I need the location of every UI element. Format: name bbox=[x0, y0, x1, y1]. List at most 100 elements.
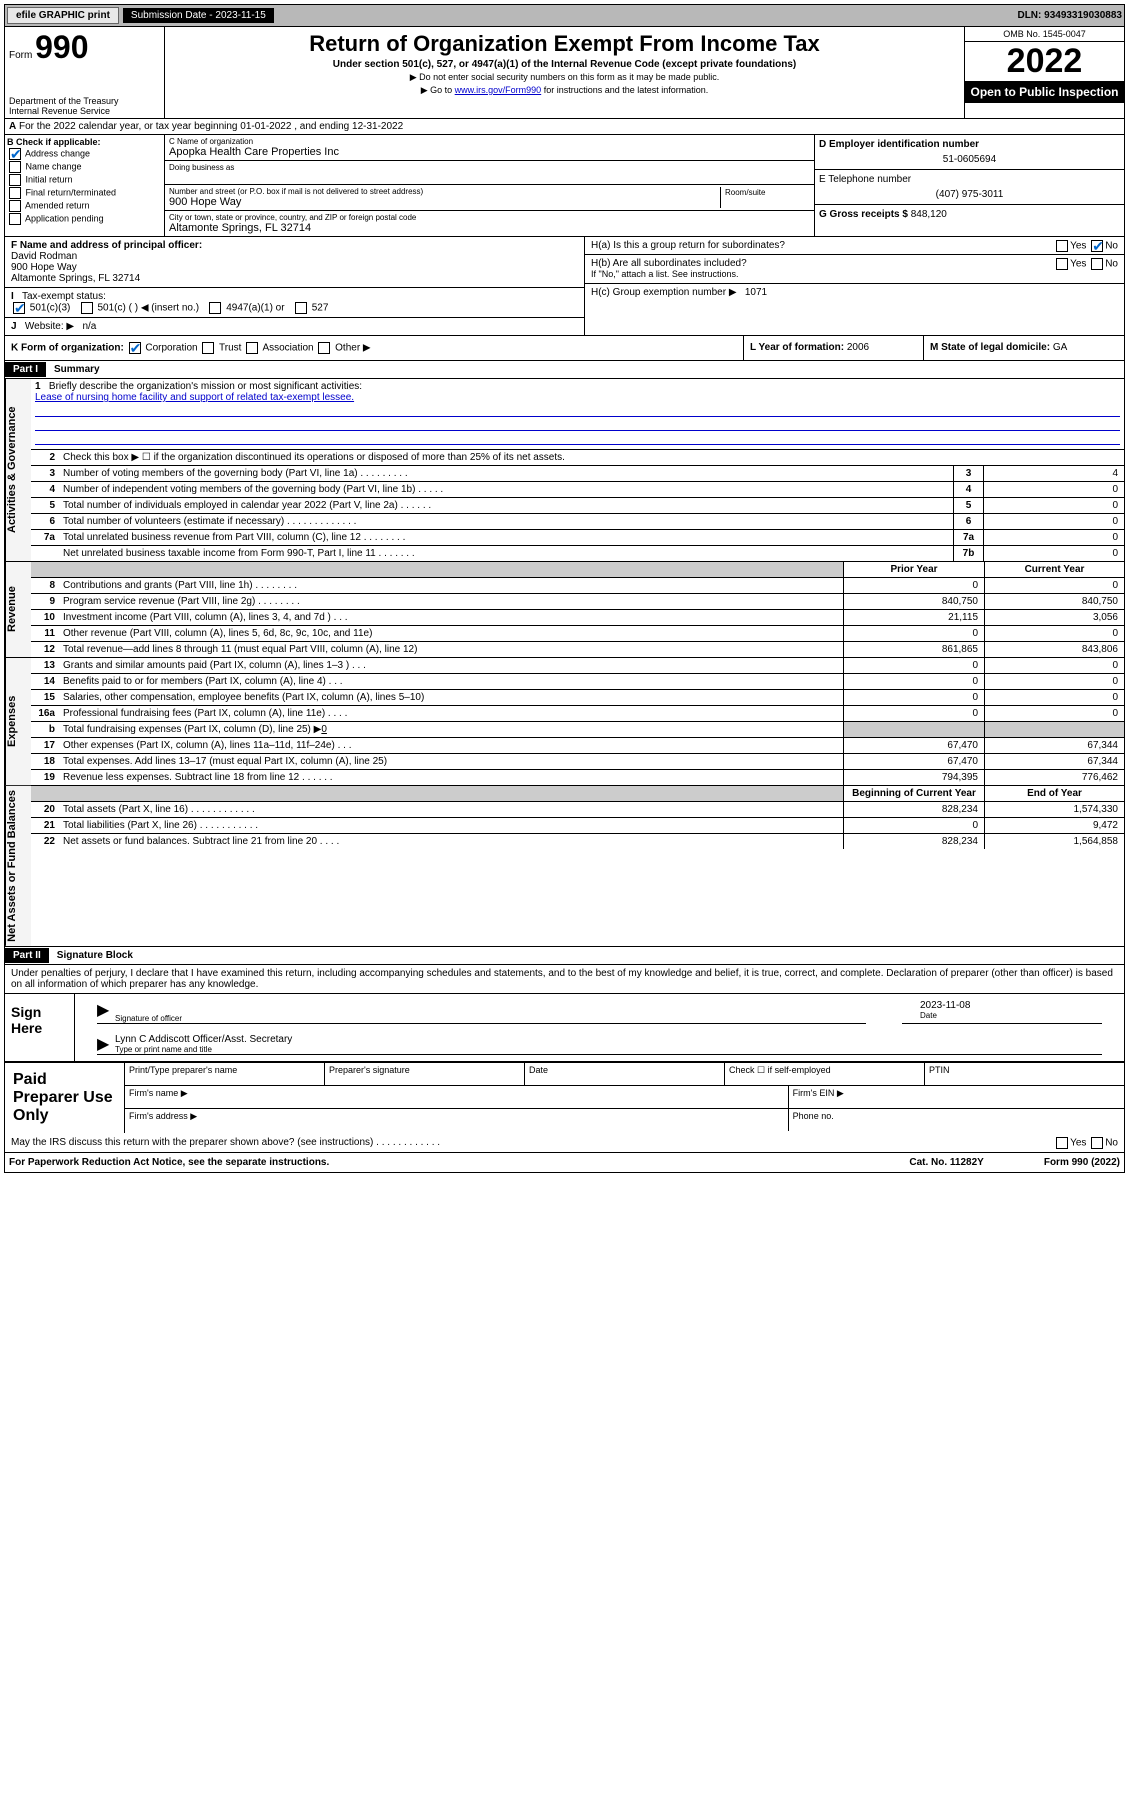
irs-gov-link[interactable]: www.irs.gov/Form990 bbox=[455, 85, 542, 95]
form-subtitle: Under section 501(c), 527, or 4947(a)(1)… bbox=[169, 59, 960, 70]
l5-val: 0 bbox=[984, 498, 1124, 513]
sig-name: Lynn C Addiscott Officer/Asst. Secretary bbox=[115, 1034, 1102, 1045]
l16p: 0 bbox=[844, 706, 984, 721]
sig-date-label: Date bbox=[920, 1011, 1102, 1020]
form-header: Form 990 Department of the Treasury Inte… bbox=[4, 27, 1125, 119]
chk-501c[interactable] bbox=[81, 302, 93, 314]
l18p: 67,470 bbox=[844, 754, 984, 769]
box-f: F Name and address of principal officer:… bbox=[5, 237, 584, 288]
chk-501c3[interactable] bbox=[13, 302, 25, 314]
sig-date: 2023-11-08 bbox=[920, 1000, 1102, 1011]
vtab-expenses: Expenses bbox=[5, 658, 31, 785]
sig-officer-label: Signature of officer bbox=[115, 1014, 866, 1023]
group-exemption: 1071 bbox=[745, 287, 767, 298]
arrow-icon: ▶ bbox=[97, 1034, 109, 1054]
discuss-row: May the IRS discuss this return with the… bbox=[5, 1133, 1124, 1152]
chk-hb-no[interactable] bbox=[1091, 258, 1103, 270]
l8p: 0 bbox=[844, 578, 984, 593]
l6-val: 0 bbox=[984, 514, 1124, 529]
chk-name-change[interactable]: Name change bbox=[7, 161, 162, 173]
dba-label: Doing business as bbox=[169, 163, 810, 172]
l4-val: 0 bbox=[984, 482, 1124, 497]
chk-app-pending[interactable]: Application pending bbox=[7, 213, 162, 225]
box-i: I Tax-exempt status: 501(c)(3) 501(c) ( … bbox=[5, 288, 584, 318]
l14p: 0 bbox=[844, 674, 984, 689]
chk-amended[interactable]: Amended return bbox=[7, 200, 162, 212]
room-label: Room/suite bbox=[725, 188, 765, 197]
box-l: L Year of formation: 2006 bbox=[744, 336, 924, 360]
part2-header: Part II Signature Block bbox=[4, 947, 1125, 965]
phone-value: (407) 975-3011 bbox=[819, 189, 1120, 200]
l16a: Professional fundraising fees (Part IX, … bbox=[59, 706, 844, 721]
l10p: 21,115 bbox=[844, 610, 984, 625]
city-label: City or town, state or province, country… bbox=[169, 213, 810, 222]
l19p: 794,395 bbox=[844, 770, 984, 785]
l20c: 1,574,330 bbox=[984, 802, 1124, 817]
footer-mid: Cat. No. 11282Y bbox=[909, 1157, 983, 1168]
l14: Benefits paid to or for members (Part IX… bbox=[59, 674, 844, 689]
chk-ha-no[interactable] bbox=[1091, 240, 1103, 252]
l18c: 67,344 bbox=[984, 754, 1124, 769]
l11p: 0 bbox=[844, 626, 984, 641]
chk-initial[interactable]: Initial return bbox=[7, 174, 162, 186]
box-h-c: H(c) Group exemption number ▶ 1071 bbox=[585, 284, 1124, 301]
chk-4947[interactable] bbox=[209, 302, 221, 314]
preparer-date-label: Date bbox=[525, 1063, 725, 1085]
l9c: 840,750 bbox=[984, 594, 1124, 609]
org-city: Altamonte Springs, FL 32714 bbox=[169, 222, 810, 234]
part2-title: Signature Block bbox=[49, 947, 141, 964]
section-bcdeg: B Check if applicable: Address change Na… bbox=[4, 135, 1125, 237]
website-val: n/a bbox=[82, 321, 96, 332]
state-domicile: GA bbox=[1053, 342, 1067, 353]
header-title-block: Return of Organization Exempt From Incom… bbox=[165, 27, 964, 118]
l11: Other revenue (Part VIII, column (A), li… bbox=[59, 626, 844, 641]
firm-addr-label: Firm's address ▶ bbox=[125, 1109, 789, 1131]
l13: Grants and similar amounts paid (Part IX… bbox=[59, 658, 844, 673]
ein-value: 51-0605694 bbox=[819, 154, 1120, 165]
l12: Total revenue—add lines 8 through 11 (mu… bbox=[59, 642, 844, 657]
l13c: 0 bbox=[984, 658, 1124, 673]
omb-number: OMB No. 1545-0047 bbox=[965, 27, 1124, 42]
chk-corp[interactable] bbox=[129, 342, 141, 354]
preparer-self-emp: Check ☐ if self-employed bbox=[725, 1063, 925, 1085]
officer-name: David Rodman bbox=[11, 251, 77, 262]
chk-addr-change[interactable]: Address change bbox=[7, 148, 162, 160]
l13p: 0 bbox=[844, 658, 984, 673]
section-net-assets: Net Assets or Fund Balances Beginning of… bbox=[4, 786, 1125, 947]
chk-final[interactable]: Final return/terminated bbox=[7, 187, 162, 199]
l5: Total number of individuals employed in … bbox=[59, 498, 954, 513]
l3: Number of voting members of the governin… bbox=[59, 466, 954, 481]
preparer-name-label: Print/Type preparer's name bbox=[125, 1063, 325, 1085]
chk-assoc[interactable] bbox=[246, 342, 258, 354]
chk-other[interactable] bbox=[318, 342, 330, 354]
form-number: 990 bbox=[35, 29, 88, 65]
l2: Check this box ▶ ☐ if the organization d… bbox=[59, 450, 1124, 465]
l14c: 0 bbox=[984, 674, 1124, 689]
box-m: M State of legal domicile: GA bbox=[924, 336, 1124, 360]
form-title: Return of Organization Exempt From Incom… bbox=[169, 31, 960, 57]
chk-ha-yes[interactable] bbox=[1056, 240, 1068, 252]
chk-discuss-no[interactable] bbox=[1091, 1137, 1103, 1149]
mission-text[interactable]: Lease of nursing home facility and suppo… bbox=[35, 392, 354, 403]
chk-527[interactable] bbox=[295, 302, 307, 314]
tax-year: 2022 bbox=[965, 42, 1124, 81]
chk-discuss-yes[interactable] bbox=[1056, 1137, 1068, 1149]
efile-print-button[interactable]: efile GRAPHIC print bbox=[7, 7, 119, 24]
chk-hb-yes[interactable] bbox=[1056, 258, 1068, 270]
l7a: Total unrelated business revenue from Pa… bbox=[59, 530, 954, 545]
chk-trust[interactable] bbox=[202, 342, 214, 354]
col-beginning: Beginning of Current Year bbox=[844, 786, 984, 801]
footer: For Paperwork Reduction Act Notice, see … bbox=[4, 1153, 1125, 1173]
footer-left: For Paperwork Reduction Act Notice, see … bbox=[9, 1157, 329, 1168]
l11c: 0 bbox=[984, 626, 1124, 641]
header-left: Form 990 Department of the Treasury Inte… bbox=[5, 27, 165, 118]
part1-title: Summary bbox=[46, 361, 108, 378]
part2-badge: Part II bbox=[5, 948, 49, 963]
l9: Program service revenue (Part VIII, line… bbox=[59, 594, 844, 609]
box-deg: D Employer identification number 51-0605… bbox=[814, 135, 1124, 236]
firm-ein-label: Firm's EIN ▶ bbox=[789, 1086, 1124, 1108]
org-address: 900 Hope Way bbox=[169, 196, 720, 208]
section-klm: K Form of organization: Corporation Trus… bbox=[4, 336, 1125, 361]
box-k: K Form of organization: Corporation Trus… bbox=[5, 336, 744, 360]
footer-right: Form 990 (2022) bbox=[1044, 1157, 1120, 1168]
